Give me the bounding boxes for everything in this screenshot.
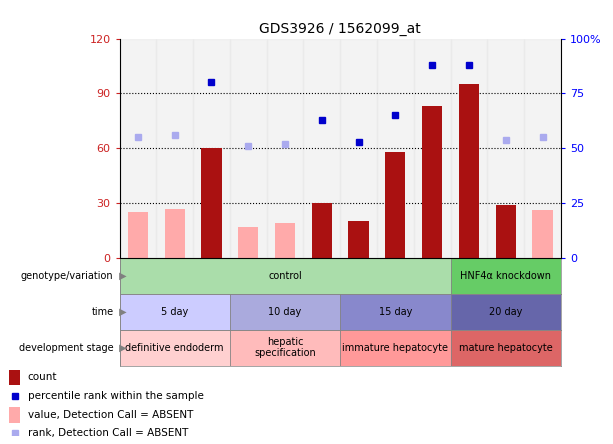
- Bar: [414, 39, 451, 258]
- Text: control: control: [268, 271, 302, 281]
- Bar: [340, 39, 377, 258]
- Bar: [165, 209, 185, 258]
- Bar: [120, 294, 230, 329]
- Bar: [120, 329, 230, 365]
- Text: count: count: [28, 373, 57, 382]
- Text: percentile rank within the sample: percentile rank within the sample: [28, 391, 204, 401]
- Bar: [495, 205, 516, 258]
- Bar: [532, 210, 553, 258]
- Bar: [451, 294, 561, 329]
- Title: GDS3926 / 1562099_at: GDS3926 / 1562099_at: [259, 22, 421, 36]
- Text: hepatic
specification: hepatic specification: [254, 337, 316, 358]
- Bar: [193, 39, 230, 258]
- Text: ▶: ▶: [116, 343, 127, 353]
- Bar: [311, 203, 332, 258]
- Bar: [451, 329, 561, 365]
- Text: 5 day: 5 day: [161, 307, 188, 317]
- Text: HNF4α knockdown: HNF4α knockdown: [460, 271, 551, 281]
- Bar: [230, 39, 267, 258]
- Text: genotype/variation: genotype/variation: [21, 271, 113, 281]
- Bar: [156, 39, 193, 258]
- Bar: [230, 329, 340, 365]
- Text: mature hepatocyte: mature hepatocyte: [459, 343, 552, 353]
- Bar: [459, 84, 479, 258]
- Bar: [275, 223, 295, 258]
- Bar: [128, 212, 148, 258]
- Text: rank, Detection Call = ABSENT: rank, Detection Call = ABSENT: [28, 428, 188, 438]
- Text: value, Detection Call = ABSENT: value, Detection Call = ABSENT: [28, 410, 193, 420]
- Bar: [377, 39, 414, 258]
- Bar: [348, 222, 369, 258]
- Bar: [9, 370, 20, 385]
- Bar: [303, 39, 340, 258]
- Text: development stage: development stage: [19, 343, 113, 353]
- Bar: [524, 39, 561, 258]
- Bar: [120, 258, 451, 294]
- Bar: [267, 39, 303, 258]
- Bar: [9, 407, 20, 423]
- Bar: [340, 329, 451, 365]
- Bar: [238, 227, 259, 258]
- Bar: [201, 148, 222, 258]
- Text: 10 day: 10 day: [268, 307, 302, 317]
- Bar: [487, 39, 524, 258]
- Text: time: time: [91, 307, 113, 317]
- Text: immature hepatocyte: immature hepatocyte: [343, 343, 448, 353]
- Text: ▶: ▶: [116, 271, 127, 281]
- Text: 15 day: 15 day: [379, 307, 412, 317]
- Text: ▶: ▶: [116, 307, 127, 317]
- Bar: [385, 152, 406, 258]
- Text: definitive endoderm: definitive endoderm: [126, 343, 224, 353]
- Bar: [120, 39, 156, 258]
- Bar: [340, 294, 451, 329]
- Text: 20 day: 20 day: [489, 307, 522, 317]
- Bar: [422, 106, 443, 258]
- Bar: [451, 39, 487, 258]
- Bar: [451, 258, 561, 294]
- Bar: [230, 294, 340, 329]
